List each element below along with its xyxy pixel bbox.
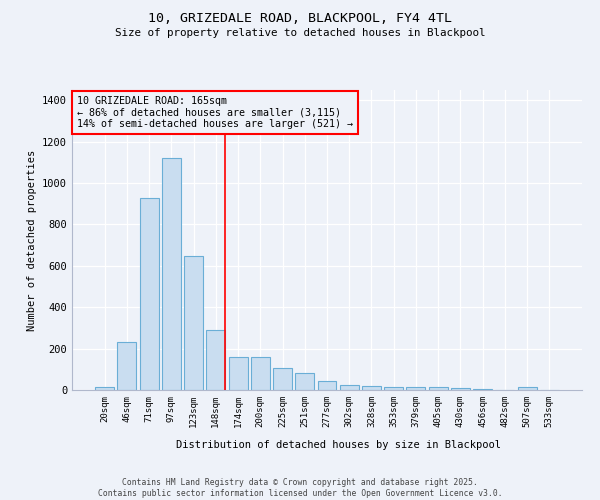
Bar	[95, 387, 114, 390]
Text: 10 GRIZEDALE ROAD: 165sqm
← 86% of detached houses are smaller (3,115)
14% of se: 10 GRIZEDALE ROAD: 165sqm ← 86% of detac…	[77, 96, 353, 129]
Bar	[140, 198, 158, 390]
Bar	[451, 388, 470, 390]
Bar	[429, 387, 448, 390]
Bar	[295, 374, 314, 390]
Bar	[518, 387, 536, 390]
Bar	[206, 330, 225, 390]
Bar	[317, 380, 337, 390]
Bar	[473, 389, 492, 390]
Bar	[251, 357, 270, 390]
Bar	[362, 386, 381, 390]
Bar	[406, 387, 425, 390]
Bar	[162, 158, 181, 390]
Bar	[229, 357, 248, 390]
Bar	[184, 256, 203, 390]
Text: Contains HM Land Registry data © Crown copyright and database right 2025.
Contai: Contains HM Land Registry data © Crown c…	[98, 478, 502, 498]
Bar	[118, 342, 136, 390]
Bar	[273, 368, 292, 390]
Text: Size of property relative to detached houses in Blackpool: Size of property relative to detached ho…	[115, 28, 485, 38]
Text: Distribution of detached houses by size in Blackpool: Distribution of detached houses by size …	[176, 440, 502, 450]
Bar	[384, 387, 403, 390]
Bar	[340, 385, 359, 390]
Y-axis label: Number of detached properties: Number of detached properties	[26, 150, 37, 330]
Text: 10, GRIZEDALE ROAD, BLACKPOOL, FY4 4TL: 10, GRIZEDALE ROAD, BLACKPOOL, FY4 4TL	[148, 12, 452, 26]
